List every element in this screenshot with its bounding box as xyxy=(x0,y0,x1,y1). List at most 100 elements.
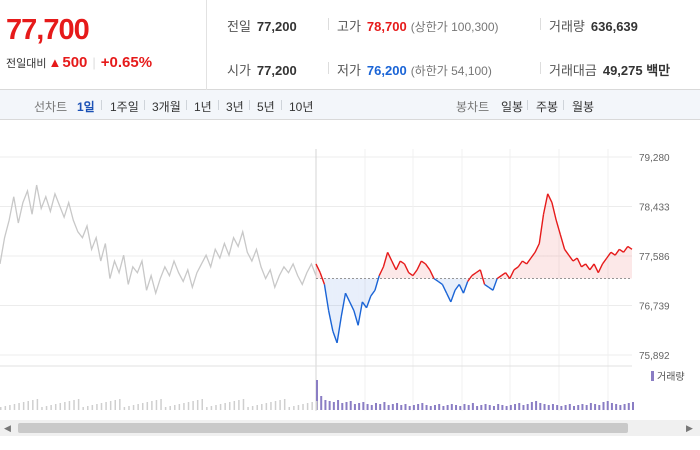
candle-monthly[interactable]: 월봉 xyxy=(572,100,595,114)
period-1week[interactable]: 1주일 xyxy=(110,100,139,114)
prev-volume-bar xyxy=(22,402,25,410)
price-line-up-segment xyxy=(551,202,557,221)
prev-volume-bar xyxy=(123,407,126,410)
volume-bar xyxy=(568,404,571,410)
volume-bar xyxy=(400,405,403,410)
prev-volume-bar xyxy=(73,400,75,410)
price-line-down-segment xyxy=(323,284,330,311)
volume-bar xyxy=(560,406,563,410)
price-line-up-segment xyxy=(416,260,422,271)
price-line-up-segment xyxy=(471,272,477,277)
y-tick-label: 79,280 xyxy=(639,153,670,164)
period-5year[interactable]: 5년 xyxy=(257,100,275,114)
trade-value-label: 거래대금 xyxy=(549,63,597,78)
prev-volume-bar xyxy=(41,407,43,410)
volume-bar xyxy=(463,404,466,410)
price-line-up-segment xyxy=(581,263,587,268)
volume-bar xyxy=(518,403,521,410)
prev-volume-bar xyxy=(228,402,231,410)
volume-value: 636,639 xyxy=(590,19,638,34)
price-line-down-segment xyxy=(488,286,494,291)
price-line-up-segment xyxy=(530,251,536,259)
price-line-up-segment xyxy=(555,219,562,235)
prev-volume-bar xyxy=(274,401,277,410)
volume-bar xyxy=(505,406,508,410)
volume-bar xyxy=(320,396,323,410)
candle-weekly[interactable]: 주봉 xyxy=(536,100,559,114)
area-fill-segment xyxy=(421,261,426,279)
price-line-up-segment xyxy=(412,269,418,277)
volume-bar xyxy=(341,403,344,410)
price-line-up-segment xyxy=(568,254,574,262)
period-10year[interactable]: 10년 xyxy=(289,100,314,114)
volume-bar xyxy=(358,403,361,410)
toolbar-divider xyxy=(218,100,219,110)
scroll-left-icon[interactable]: ◀ xyxy=(4,423,11,433)
candle-chart-label: 봉차트 xyxy=(456,100,490,114)
price-line-down-segment xyxy=(361,301,368,309)
volume-bar xyxy=(404,404,407,410)
price-line-up-segment xyxy=(496,275,502,280)
prev-volume-bar xyxy=(316,401,318,410)
scroll-right-icon[interactable]: ▶ xyxy=(686,423,693,433)
prev-volume-bar xyxy=(164,407,167,410)
period-1year[interactable]: 1년 xyxy=(194,100,212,114)
volume-bar xyxy=(514,404,517,410)
price-line-up-segment xyxy=(627,245,633,250)
price-line-up-segment xyxy=(618,248,624,253)
volume-bar xyxy=(619,405,622,410)
prev-volume-bar xyxy=(105,402,107,410)
price-line-up-segment xyxy=(614,248,620,256)
volume-bar xyxy=(564,405,567,410)
scroll-thumb[interactable] xyxy=(18,423,628,433)
chart-scrollbar[interactable]: ◀ ▶ xyxy=(0,420,700,436)
price-line-up-segment xyxy=(572,257,578,262)
price-line-up-segment xyxy=(522,260,528,265)
prev-volume-bar xyxy=(265,403,268,410)
price-line-up-segment xyxy=(395,260,401,271)
period-1day[interactable]: 1일 xyxy=(77,100,95,114)
volume-bar xyxy=(455,405,458,410)
toolbar-divider xyxy=(186,100,187,110)
prev-volume-bar xyxy=(27,401,29,410)
prev-volume-bar xyxy=(270,402,272,410)
footer-space xyxy=(0,436,700,450)
change-line: 전일대비 ▲ 500 | +0.65% xyxy=(6,54,152,71)
price-line-up-segment xyxy=(542,193,549,215)
prev-volume-bar xyxy=(233,401,236,410)
change-amount: 500 xyxy=(62,54,88,71)
prev-volume-bar xyxy=(68,401,71,410)
prev-volume-bar xyxy=(238,400,240,410)
area-fill-segment xyxy=(564,249,569,279)
price-line-up-segment xyxy=(564,248,570,256)
candle-daily[interactable]: 일봉 xyxy=(501,100,524,114)
low-label: 저가 xyxy=(337,63,361,78)
period-3month[interactable]: 3개월 xyxy=(152,100,181,114)
price-line-down-segment xyxy=(454,283,460,291)
prev-volume-bar xyxy=(114,400,116,410)
price-line-down-segment xyxy=(484,283,490,288)
period-3year[interactable]: 3년 xyxy=(226,100,244,114)
volume-bar xyxy=(615,404,618,410)
prev-volume-bar xyxy=(91,405,94,410)
price-line-down-segment xyxy=(433,277,439,283)
prev-volume-bar xyxy=(9,405,11,410)
prev-volume-bar xyxy=(311,402,313,410)
volume-bar xyxy=(421,403,424,410)
area-fill-segment xyxy=(577,258,582,279)
prev-volume-bar xyxy=(196,400,199,410)
area-fill-segment xyxy=(400,261,405,279)
volume-bar xyxy=(345,402,348,410)
area-fill-segment xyxy=(556,220,561,279)
area-fill-segment xyxy=(539,214,544,279)
price-chart-svg: 79,280 78,433 77,586 76,739 75,892 거래량 xyxy=(0,149,685,411)
volume-bar xyxy=(316,380,318,410)
price-line-down-segment xyxy=(437,280,443,285)
prev-volume-bar xyxy=(18,403,20,410)
area-fill-segment xyxy=(568,255,574,279)
divider xyxy=(540,18,541,30)
price-line-up-segment xyxy=(403,263,410,274)
volume-bar xyxy=(433,405,436,410)
volume-bar xyxy=(387,405,390,410)
volume-bar xyxy=(383,402,386,410)
